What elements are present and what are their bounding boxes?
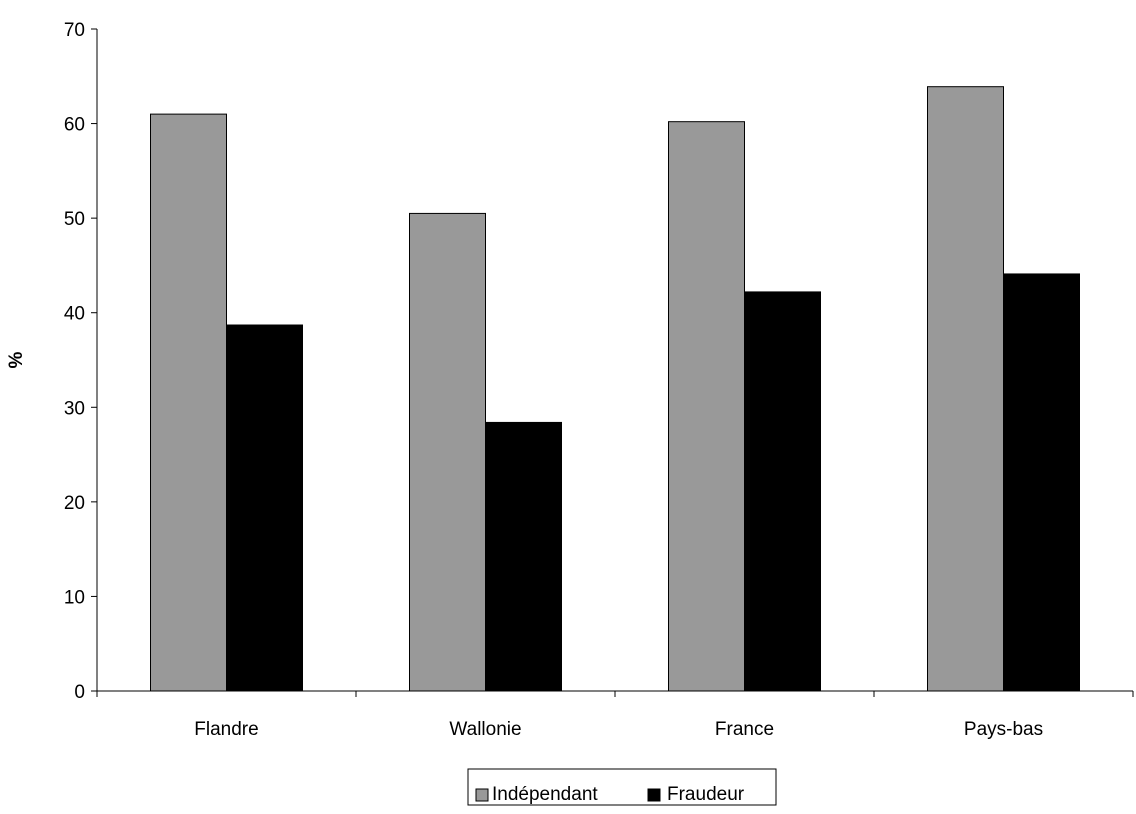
- legend-box: [467, 768, 777, 806]
- legend-swatch: [475, 788, 489, 802]
- x-tick-label: Wallonie: [449, 719, 521, 740]
- x-axis-ticks: Flandre Wallonie France Pays-bas: [96, 691, 1134, 740]
- bar-fraudeur-france: [744, 291, 821, 692]
- y-tick-label: 30: [64, 398, 85, 419]
- bar-fraudeur-wallonie: [485, 421, 562, 692]
- bar-indépendant-france: [668, 121, 745, 692]
- bars: [150, 86, 1080, 692]
- legend: Indépendant Fraudeur: [467, 768, 777, 806]
- legend-label: Indépendant: [492, 784, 598, 805]
- x-tick-label: Pays-bas: [964, 719, 1043, 740]
- y-tick-label: 40: [64, 304, 85, 325]
- y-tick-label: 50: [64, 209, 85, 230]
- y-axis-title: %: [6, 351, 27, 368]
- y-tick-label: 10: [64, 587, 85, 608]
- y-tick-label: 20: [64, 493, 85, 514]
- bar-fraudeur-pays-bas: [1003, 273, 1080, 692]
- legend-swatch: [647, 788, 661, 802]
- x-tick-label: France: [715, 719, 774, 740]
- legend-label: Fraudeur: [667, 784, 745, 805]
- bar-indépendant-pays-bas: [927, 86, 1004, 692]
- bar-fraudeur-flandre: [226, 324, 303, 692]
- y-tick-label: 0: [74, 682, 85, 703]
- y-tick-label: 60: [64, 115, 85, 136]
- bar-indépendant-wallonie: [409, 212, 486, 692]
- y-axis-ticks: 0 10 20 30 40 50 60 70: [64, 20, 97, 703]
- x-tick-label: Flandre: [194, 719, 258, 740]
- y-tick-label: 70: [64, 20, 85, 41]
- bar-indépendant-flandre: [150, 113, 227, 692]
